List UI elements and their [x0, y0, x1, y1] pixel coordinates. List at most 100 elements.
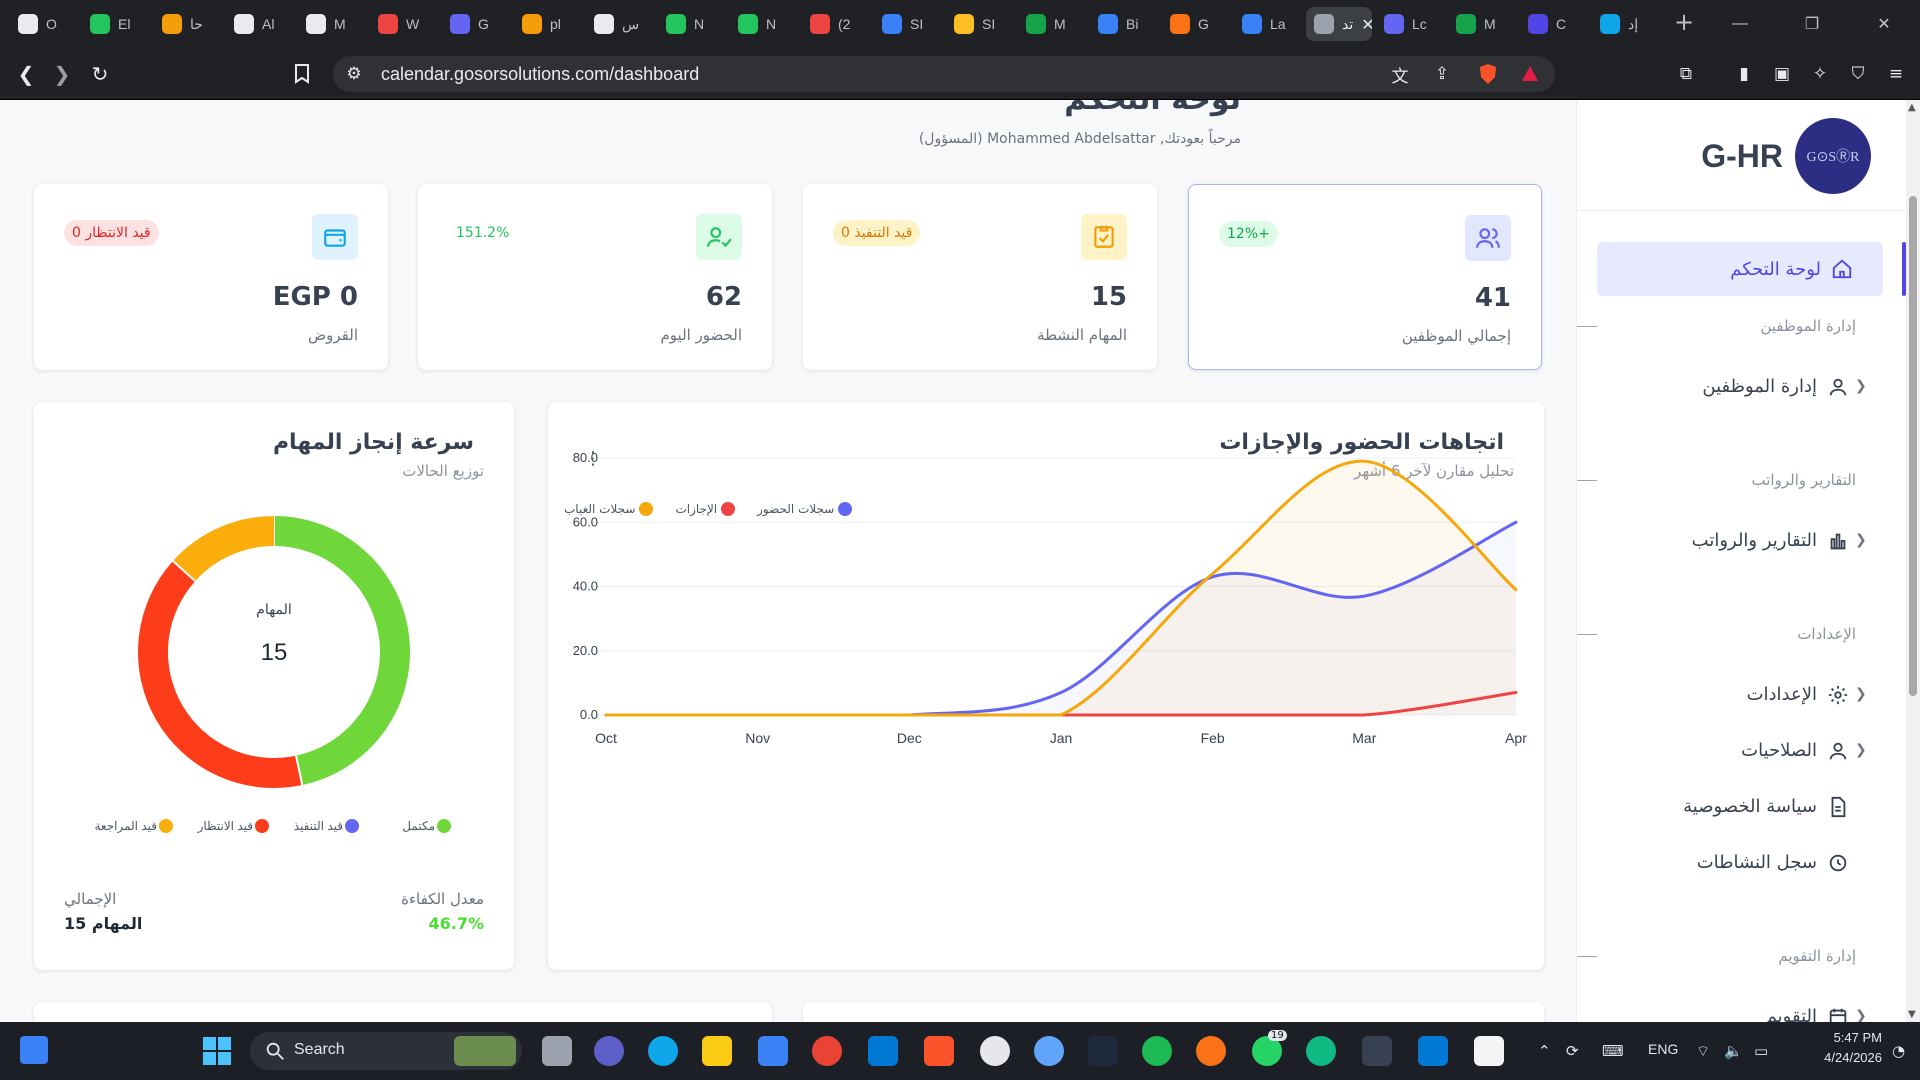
terminal-icon[interactable] [1362, 1036, 1392, 1066]
browser-tab[interactable]: La [1234, 7, 1302, 41]
sync-icon[interactable]: ⟳ [1566, 1042, 1579, 1060]
close-tab-icon[interactable]: ✕ [1361, 14, 1372, 34]
file-explorer-icon[interactable] [702, 1036, 732, 1066]
brave-rewards-icon[interactable] [1518, 62, 1542, 86]
browser-tab[interactable]: M [1018, 7, 1086, 41]
leo-ai-icon[interactable]: ✧ [1812, 64, 1828, 84]
spotify-icon[interactable] [1142, 1036, 1172, 1066]
sidebar-item-label: الإعدادات [1746, 684, 1817, 705]
browser-tab[interactable]: Al [226, 7, 294, 41]
menu-icon[interactable]: ≡ [1888, 64, 1904, 84]
vpn-icon[interactable]: ⛉ [1851, 64, 1865, 84]
sidebar-item[interactable]: سياسة الخصوصية [1577, 788, 1906, 828]
stat-card-active-tasks[interactable]: 0 قيد التنفيذ 15 المهام النشطة [803, 184, 1157, 370]
sidebar-toggle-icon[interactable]: ▮ [1739, 64, 1749, 84]
browser-tab[interactable]: ﺱ [586, 7, 654, 41]
close-window-button[interactable]: ✕ [1877, 16, 1891, 33]
scroll-thumb[interactable] [1909, 196, 1917, 696]
stat-card-attendance[interactable]: 151.2% 62 الحضور اليوم [418, 184, 772, 370]
url-text[interactable]: calendar.gosorsolutions.com/dashboard [381, 64, 700, 84]
app-icon[interactable] [1306, 1036, 1336, 1066]
app-icon[interactable] [1034, 1036, 1064, 1066]
brave-shield-icon[interactable] [1476, 62, 1500, 86]
app-icon[interactable] [1088, 1036, 1118, 1066]
scroll-up-arrow[interactable]: ▲ [1908, 102, 1916, 113]
forward-icon[interactable]: ❯ [53, 62, 71, 86]
brave-icon[interactable] [924, 1036, 954, 1066]
notifications-icon[interactable]: ◔ [1892, 1042, 1906, 1060]
clock-date[interactable]: 4/24/2026 [1824, 1050, 1882, 1065]
scroll-down-arrow[interactable]: ▼ [1908, 1009, 1916, 1020]
favicon-icon [1600, 14, 1620, 34]
browser-tab[interactable]: O [10, 7, 78, 41]
new-tab-button[interactable]: + [1674, 8, 1695, 36]
sidebar-item[interactable]: التقارير والرواتب ❯ [1577, 522, 1906, 562]
outlook-icon[interactable] [868, 1036, 898, 1066]
snipping-tool-icon[interactable] [1474, 1036, 1504, 1066]
stat-label: إجمالي الموظفين [1401, 327, 1511, 345]
battery-icon[interactable]: ▭ [1754, 1042, 1769, 1060]
browser-tab[interactable]: W [370, 7, 438, 41]
postman-icon[interactable] [1196, 1036, 1226, 1066]
browser-tab[interactable]: إد [1592, 7, 1660, 41]
back-icon[interactable]: ❮ [17, 62, 35, 86]
address-bar[interactable] [333, 56, 1555, 92]
show-hidden-icons-icon[interactable]: ⌃ [1538, 1042, 1551, 1060]
windows-start-icon[interactable] [202, 1036, 232, 1066]
legend-item[interactable]: الإجازات [675, 502, 736, 516]
clock-time[interactable]: 5:47 PM [1833, 1030, 1882, 1045]
edge-icon[interactable] [648, 1036, 678, 1066]
browser-tab[interactable]: Lc [1376, 7, 1444, 41]
sidebar-item[interactable]: الصلاحيات ❯ [1577, 732, 1906, 772]
sidebar-item[interactable]: إدارة الموظفين ❯ [1577, 368, 1906, 408]
sidebar-item[interactable]: الإعدادات ❯ [1577, 676, 1906, 716]
wifi-icon[interactable]: ⌔ [1696, 1042, 1711, 1060]
favicon-icon [1528, 14, 1548, 34]
taskbar-search[interactable]: Search [250, 1032, 522, 1070]
app-icon[interactable] [980, 1036, 1010, 1066]
browser-tab[interactable]: G [442, 7, 510, 41]
browser-tab[interactable]: M [1448, 7, 1516, 41]
sidebar-item[interactable]: التقويم ❯ [1577, 998, 1906, 1022]
browser-tab[interactable]: SI [946, 7, 1014, 41]
reload-icon[interactable]: ↻ [91, 62, 109, 86]
share-icon[interactable]: ⇪ [1434, 64, 1450, 84]
site-info-icon[interactable]: ⚙ [346, 64, 362, 84]
translate-icon[interactable]: 文 [1391, 66, 1409, 87]
browser-tab[interactable]: (2 [802, 7, 870, 41]
browser-tab[interactable]: ﺣﺎ [154, 7, 222, 41]
browser-tab[interactable]: G [1162, 7, 1230, 41]
browser-tab[interactable]: N [730, 7, 798, 41]
chrome-icon[interactable] [812, 1036, 842, 1066]
stat-card-employees[interactable]: 12%+ 41 إجمالي الموظفين [1188, 184, 1542, 370]
whatsapp-icon[interactable]: 19 [1252, 1030, 1287, 1066]
language-indicator[interactable]: ENG [1648, 1041, 1679, 1057]
browser-tab[interactable]: SI [874, 7, 942, 41]
widgets-icon[interactable] [20, 1036, 48, 1064]
user-icon [1829, 742, 1847, 760]
vscode-icon[interactable] [1418, 1036, 1448, 1066]
store-icon[interactable] [758, 1036, 788, 1066]
task-view-icon[interactable] [542, 1036, 572, 1066]
browser-tab[interactable]: N [658, 7, 726, 41]
page-scrollbar[interactable]: ▲ ▼ [1906, 100, 1920, 1022]
meet-icon[interactable] [594, 1036, 624, 1066]
legend-item[interactable]: سجلات الغياب [564, 502, 654, 516]
sidebar-item-dashboard[interactable]: لوحة التحكم [1597, 242, 1883, 296]
browser-tab[interactable]: Bi [1090, 7, 1158, 41]
browser-tab[interactable]: El [82, 7, 150, 41]
minimize-button[interactable]: — [1732, 15, 1748, 32]
volume-icon[interactable]: 🔈 [1724, 1042, 1743, 1060]
maximize-button[interactable]: ❐ [1804, 16, 1820, 33]
screenshot-icon[interactable]: ⧉ [1679, 64, 1693, 84]
browser-tab-active[interactable]: ﺗﺪ ✕ [1306, 7, 1372, 41]
sidebar-item[interactable]: سجل النشاطات [1577, 844, 1906, 884]
stat-card-loans[interactable]: 0 قيد الانتظار EGP 0 القروض [34, 184, 388, 370]
wallet-icon[interactable]: ▣ [1773, 64, 1791, 84]
browser-tab[interactable]: pl [514, 7, 582, 41]
keyboard-icon[interactable]: ⌨ [1602, 1042, 1624, 1060]
browser-tab[interactable]: M [298, 7, 366, 41]
bookmark-icon[interactable] [288, 60, 316, 88]
browser-tab[interactable]: C [1520, 7, 1588, 41]
legend-item[interactable]: سجلات الحضور [757, 502, 853, 516]
